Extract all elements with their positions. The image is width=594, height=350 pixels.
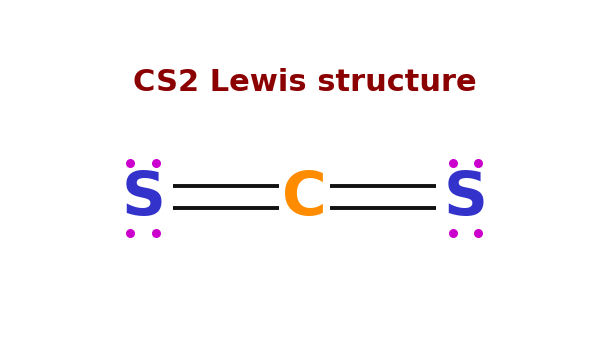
Point xyxy=(126,160,135,166)
Point xyxy=(448,231,457,236)
Point xyxy=(126,231,135,236)
Point xyxy=(473,160,483,166)
Text: C: C xyxy=(282,169,327,228)
Point xyxy=(473,231,483,236)
Point xyxy=(151,231,161,236)
Point xyxy=(448,160,457,166)
Point xyxy=(151,160,161,166)
Text: S: S xyxy=(444,169,488,228)
Text: CS2 Lewis structure: CS2 Lewis structure xyxy=(132,68,476,97)
Text: S: S xyxy=(121,169,165,228)
